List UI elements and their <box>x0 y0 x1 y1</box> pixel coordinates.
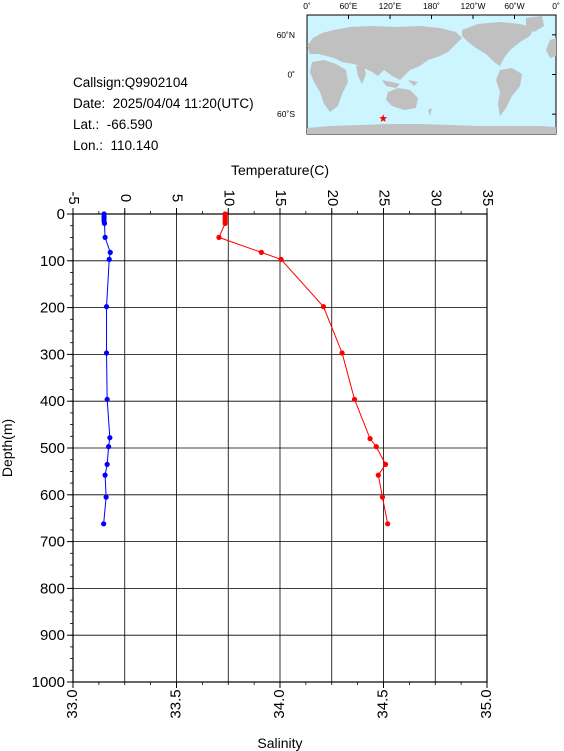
india-shape <box>356 66 366 84</box>
australia-shape <box>386 88 418 110</box>
south-america-shape <box>496 68 522 116</box>
temperature-point <box>373 444 379 450</box>
salinity-axis-label: Salinity <box>257 735 302 751</box>
temperature-axis: -5 0 5 10 15 20 25 30 35 <box>65 190 496 214</box>
new-zealand-shape <box>428 108 432 116</box>
salinity-point <box>101 220 108 226</box>
salinity-point <box>101 521 107 527</box>
date-text: Date: 2025/04/04 11:20(UTC) <box>73 96 254 111</box>
temperature-series <box>216 211 391 527</box>
depth-tick-label: 0 <box>57 206 65 223</box>
salinity-point <box>102 234 108 240</box>
map-lon-label: 0˚ <box>552 1 560 11</box>
temperature-point <box>258 249 264 255</box>
temperature-tick-label: 0 <box>117 194 134 202</box>
temperature-axis-label: Temperature(C) <box>231 162 329 178</box>
salinity-point <box>103 494 109 500</box>
map-top-labels: 0˚ 60˚E 120˚E 180˚ 120˚W 60˚W 0˚ <box>303 1 560 11</box>
temperature-tick-label: 35 <box>479 190 496 207</box>
temperature-point <box>367 436 373 442</box>
salinity-tick-label: 34.5 <box>374 689 391 718</box>
station-star-marker <box>379 114 388 122</box>
temperature-point <box>278 256 284 262</box>
north-america-shape <box>462 22 534 66</box>
map-lon-label: 0˚ <box>303 1 311 11</box>
temperature-tick-label: -5 <box>65 191 82 204</box>
temperature-tick-label: 20 <box>324 190 341 207</box>
series-layer <box>101 211 391 527</box>
greenland-shape <box>526 16 544 32</box>
indonesia-shape <box>382 80 400 88</box>
eurasia-shape <box>307 26 462 80</box>
salinity-point <box>104 396 110 402</box>
salinity-tick-label: 34.0 <box>271 689 288 718</box>
map-lon-label: 180˚ <box>423 1 440 11</box>
temperature-tick-label: 10 <box>220 190 237 207</box>
salinity-point <box>103 304 110 310</box>
world-map: 0˚ 60˚E 120˚E 180˚ 120˚W 60˚W 0˚ 60˚N 0˚ 60˚S <box>277 1 560 135</box>
europe-edge-shape <box>546 38 556 58</box>
antarctica-shape <box>307 124 556 134</box>
depth-axis-label: Depth(m) <box>0 419 15 477</box>
depth-tick-label: 600 <box>40 487 65 504</box>
salinity-point <box>102 472 108 478</box>
map-land <box>307 16 556 134</box>
map-lon-label: 120˚W <box>460 1 485 11</box>
temperature-point <box>351 396 358 402</box>
salinity-point <box>107 249 113 255</box>
station-marker-icon <box>379 114 388 122</box>
japan-shape <box>420 42 428 56</box>
depth-tick-label: 900 <box>40 627 65 644</box>
salinity-tick-label: 35.0 <box>478 689 495 718</box>
salinity-tick-label: 33.0 <box>64 689 81 718</box>
depth-tick-label: 500 <box>40 440 65 457</box>
temperature-point <box>320 304 327 310</box>
temperature-point <box>375 472 381 478</box>
temperature-point <box>339 350 345 356</box>
map-lat-label: 60˚N <box>277 30 295 40</box>
map-lon-label: 120˚E <box>379 1 402 11</box>
depth-tick-label: 800 <box>40 580 65 597</box>
grid-lines <box>72 213 488 683</box>
depth-tick-label: 700 <box>40 534 65 551</box>
station-info: Callsign:Q9902104 Date: 2025/04/04 11:20… <box>73 72 254 156</box>
salinity-point <box>104 461 110 467</box>
callsign-text: Callsign:Q9902104 <box>73 75 188 90</box>
map-ticks <box>306 15 557 115</box>
temperature-tick-label: 5 <box>169 194 186 202</box>
map-lon-label: 60˚W <box>504 1 524 11</box>
map-lon-label: 60˚E <box>340 1 358 11</box>
new-guinea-shape <box>408 80 418 86</box>
depth-axis: 0 100 200 300 400 500 600 700 800 900 1000 <box>32 206 73 691</box>
temperature-point <box>222 220 228 226</box>
plot-area: -5 0 5 10 15 20 25 30 35 33.0 33.5 34.0 34.5 35.0 01… <box>0 162 496 751</box>
map-right-labels: 60˚N 0˚ 60˚S <box>277 30 296 119</box>
temperature-point <box>385 521 391 527</box>
temperature-point <box>379 494 386 500</box>
salinity-point <box>106 444 112 450</box>
salinity-series <box>101 211 113 527</box>
salinity-tick-label: 33.5 <box>167 689 184 718</box>
depth-tick-label: 400 <box>40 393 65 410</box>
temperature-tick-label: 25 <box>376 190 393 207</box>
longitude-text: Lon.: 110.140 <box>73 138 159 153</box>
temperature-point <box>382 461 389 467</box>
latitude-text: Lat.: -66.590 <box>73 117 153 132</box>
temperature-tick-label: 30 <box>427 190 444 207</box>
depth-tick-label: 300 <box>40 346 65 363</box>
salinity-point <box>106 256 112 262</box>
salinity-point <box>107 435 113 441</box>
salinity-point <box>103 350 110 356</box>
map-lat-label: 0˚ <box>287 70 295 80</box>
temperature-point <box>216 234 222 240</box>
depth-tick-label: 200 <box>40 300 65 317</box>
depth-tick-label: 1000 <box>32 674 65 691</box>
salinity-axis: 33.0 33.5 34.0 34.5 35.0 <box>64 682 495 719</box>
depth-tick-label: 100 <box>40 253 65 270</box>
africa-shape <box>310 60 348 112</box>
temperature-tick-label: 15 <box>272 190 289 207</box>
map-lat-label: 60˚S <box>277 109 295 119</box>
